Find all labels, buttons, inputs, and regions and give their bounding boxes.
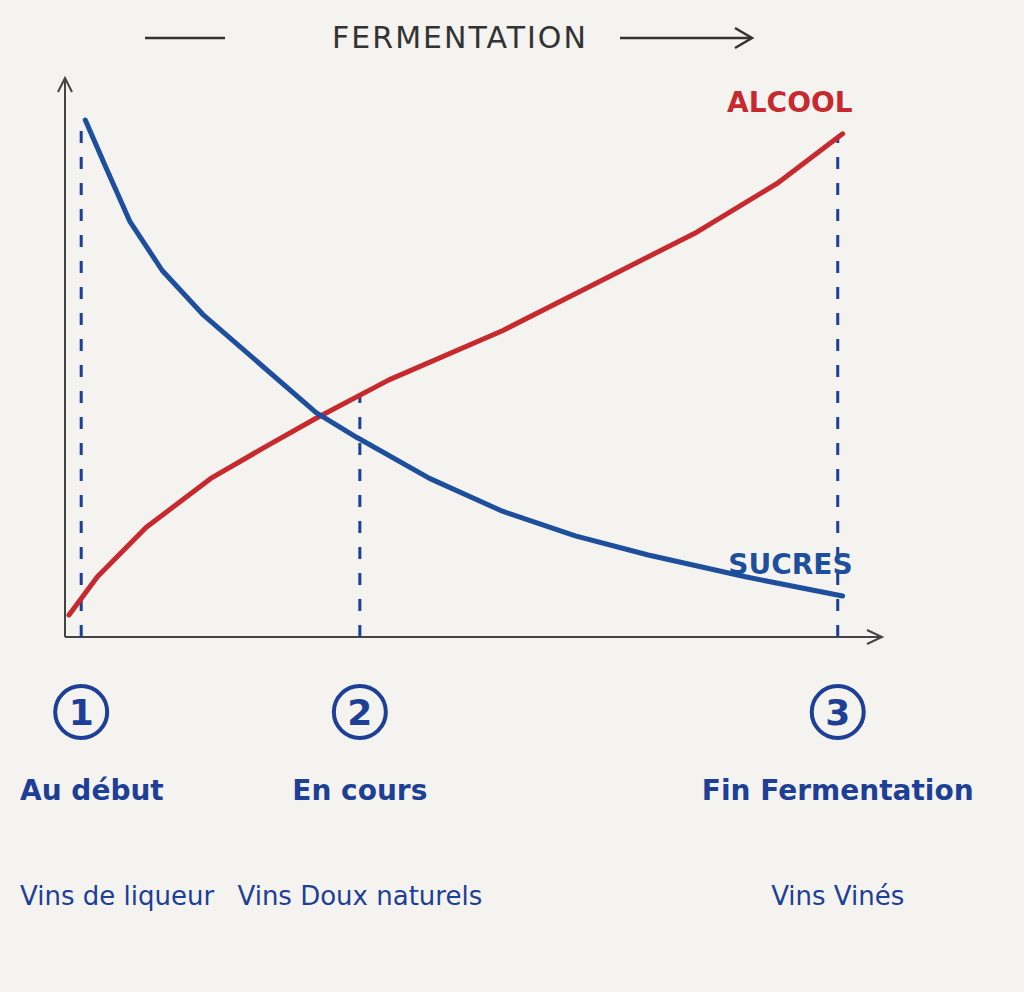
annotation-sublabel: Vins de liqueur [20,881,214,911]
series-line [69,134,843,615]
annotation-sublabel: Vins Doux naturels [237,881,482,911]
title-dash [145,37,225,40]
plot-area [69,120,843,615]
series-label: SUCRES [728,548,852,581]
annotation-label: Au début [20,774,164,807]
annotation-line [358,395,361,637]
annotation-label: En cours [292,774,427,807]
y-axis-arrow [58,78,72,92]
annotation-number: 1 [69,692,94,733]
annotation-label: Fin Fermentation [702,774,974,807]
annotation-circle [812,686,864,738]
title: FERMENTATION [332,20,588,55]
x-axis-arrow [867,630,882,644]
chart: FERMENTATION ALCOOL SUCRES 1 Au début Vins de… [0,0,1024,992]
x-axis [65,636,880,638]
annotation-circle [334,686,386,738]
title-arrow-head [735,28,752,48]
annotation-lines [81,120,838,637]
y-axis [64,80,66,637]
series-label: ALCOOL [727,86,853,119]
annotation-number: 2 [347,692,372,733]
title-arrow [620,37,750,40]
series-line [85,120,842,596]
annotation-circle [55,686,107,738]
annotation-number: 3 [825,692,850,733]
annotation-line [80,120,83,637]
annotation-sublabel: Vins Vinés [771,881,904,911]
